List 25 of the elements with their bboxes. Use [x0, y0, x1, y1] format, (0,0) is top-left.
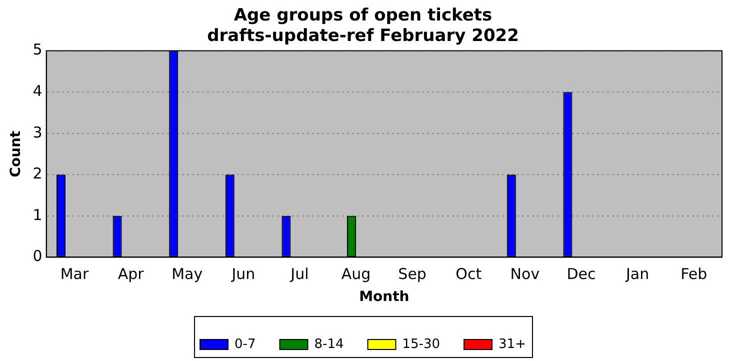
y-tick-label: 5 — [32, 40, 42, 59]
chart-title: Age groups of open tickets drafts-update-ref February 2022 — [207, 6, 519, 46]
y-tick-label: 1 — [32, 206, 42, 224]
x-tick-label: Jun — [230, 265, 256, 284]
y-axis-title: Count — [8, 130, 24, 178]
x-tick-label: Aug — [341, 265, 371, 284]
x-tick-label: Mar — [60, 265, 90, 284]
x-tick-label: Nov — [510, 265, 540, 284]
x-tick-label: Jan — [624, 265, 650, 284]
x-tick-label: Apr — [118, 265, 145, 284]
x-tick-label: May — [172, 265, 203, 284]
legend-label: 15-30 — [402, 336, 440, 352]
x-tick-label: Jul — [290, 265, 309, 284]
legend-label: 31+ — [498, 336, 526, 352]
y-tick-label: 2 — [32, 164, 42, 183]
x-tick-label: Sep — [398, 265, 426, 284]
legend-label: 0-7 — [234, 336, 256, 352]
y-tick-label: 0 — [32, 247, 42, 266]
y-tick-label: 3 — [32, 123, 42, 142]
y-tick-label: 4 — [32, 82, 42, 100]
legend-label: 8-14 — [314, 336, 344, 352]
x-tick-label: Dec — [566, 265, 596, 284]
x-tick-label: Oct — [456, 265, 482, 284]
x-axis-title: Month — [359, 289, 410, 306]
x-tick-label: Feb — [680, 265, 708, 284]
